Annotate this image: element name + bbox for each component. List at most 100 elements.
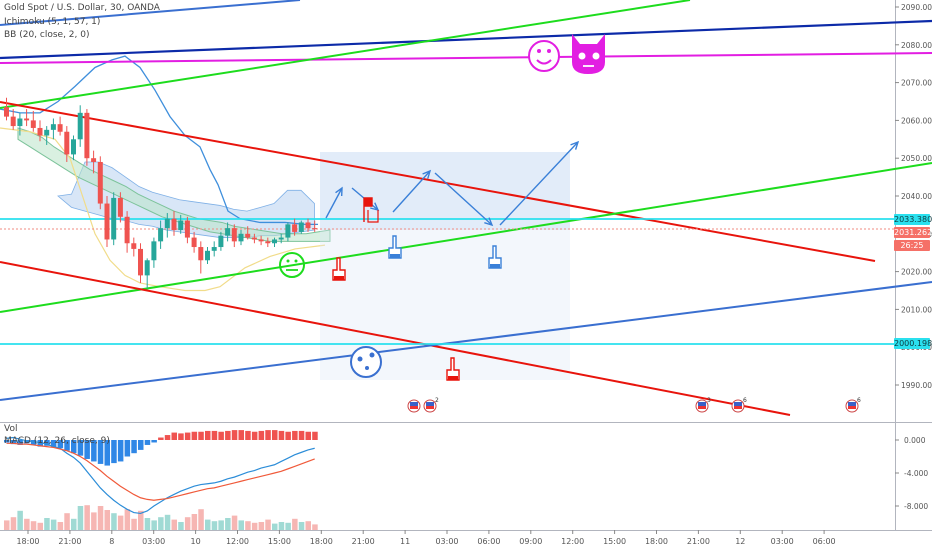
macd-histogram-bar <box>285 431 291 440</box>
candle-body <box>111 197 117 240</box>
volume-bar <box>77 506 84 530</box>
candle-body <box>50 124 56 130</box>
projection-shaded-box <box>320 152 570 230</box>
eye <box>286 259 290 263</box>
macd-histogram-bar <box>84 440 90 459</box>
symbol-title[interactable]: Gold Spot / U.S. Dollar, 30, OANDA <box>4 3 160 13</box>
green-lower-line <box>0 162 932 313</box>
macd-histogram-bar <box>104 440 110 466</box>
candle-body <box>57 124 63 132</box>
time-tick-label: 11 <box>400 537 410 546</box>
macd-histogram-bar <box>171 432 177 440</box>
volume-legend[interactable]: Vol <box>4 424 18 434</box>
bb-legend[interactable]: BB (20, close, 2, 0) <box>4 30 90 40</box>
drawing-annotations[interactable]: 2 3 6 6 <box>279 34 861 413</box>
macd-histogram-bar <box>97 440 104 464</box>
event-badge-count: 2 <box>435 397 439 404</box>
price-tick-label: 2010.000 <box>901 305 932 314</box>
eye <box>357 356 363 362</box>
volume-bar <box>171 519 177 530</box>
volume-bar <box>184 517 191 530</box>
red-upper-channel-line <box>0 101 876 262</box>
macd-histogram-bar <box>218 431 224 440</box>
volume-bar <box>71 518 77 530</box>
blue-top-line <box>0 0 301 26</box>
volume-bar <box>10 517 17 530</box>
candle-body <box>151 241 157 261</box>
event-badge: 2 <box>423 397 439 413</box>
macd-histogram-bar <box>124 440 131 457</box>
volume-bar <box>191 514 198 530</box>
volume-bar <box>30 521 37 530</box>
eye <box>294 259 298 263</box>
drawn-trend-lines[interactable] <box>0 0 932 416</box>
candle-body <box>272 239 277 244</box>
macd-legend[interactable]: MACD (12, 26, close, 9) <box>4 436 110 446</box>
time-tick-label: 15:00 <box>268 537 291 546</box>
volume-bar <box>225 518 231 530</box>
red-hand <box>332 257 346 281</box>
blue-hand-down <box>388 235 402 259</box>
flag-stripe <box>410 406 418 409</box>
time-tick-label: 18:00 <box>310 537 333 546</box>
macd-histogram-bar <box>111 440 117 464</box>
time-tick-label: 12:00 <box>561 537 584 546</box>
candle-body <box>312 228 318 230</box>
macd-histogram-bar <box>211 430 218 440</box>
macd-histogram-bar <box>298 430 305 440</box>
candle-body <box>4 107 9 117</box>
time-tick-label: 21:00 <box>352 537 375 546</box>
volume-bar <box>265 519 271 530</box>
macd-pane <box>4 430 318 515</box>
projection-arrow <box>325 187 343 219</box>
flag-stripe <box>734 406 742 409</box>
macd-histogram-bar <box>77 440 84 456</box>
volume-bar <box>298 522 305 530</box>
macd-tick-label: 0.000 <box>904 436 926 445</box>
event-badge: 6 <box>845 397 861 413</box>
mouth <box>536 59 552 65</box>
candle-body <box>91 158 97 162</box>
blue-face <box>350 346 382 378</box>
macd-tick-label: -4.000 <box>904 469 928 478</box>
time-tick-label: 03:00 <box>142 537 165 546</box>
volume-bar <box>17 510 23 530</box>
mouth <box>365 366 369 370</box>
macd-histogram-bar <box>305 431 311 440</box>
candle-body <box>178 220 184 231</box>
countdown-tag: 26:25 <box>894 240 930 251</box>
arrow-icon <box>335 186 343 197</box>
volume-bar <box>131 518 137 530</box>
ichimoku-lagging-line <box>0 55 318 225</box>
volume-bar <box>245 521 251 530</box>
volume-bar <box>124 509 131 530</box>
pointing-hand-icon <box>446 357 460 381</box>
candle-body <box>97 161 103 204</box>
volume-bar <box>231 515 238 530</box>
macd-histogram-bar <box>91 440 97 462</box>
time-tick-label: 8 <box>109 537 114 546</box>
price-tick-label: 2040.000 <box>901 192 932 201</box>
volume-bar <box>211 521 218 530</box>
flag-stripe <box>698 402 706 406</box>
macd-histogram-bar <box>158 437 164 440</box>
time-tick-label: 21:00 <box>58 537 81 546</box>
candle-body <box>10 116 16 127</box>
hand-cuff <box>334 276 344 280</box>
candle-body <box>305 222 311 229</box>
volume-bar <box>218 520 224 530</box>
flag-stripe <box>426 406 434 409</box>
time-tick-label: 21:00 <box>687 537 710 546</box>
volume-bar <box>91 512 97 530</box>
time-tick-label: 03:00 <box>771 537 794 546</box>
ichimoku-legend[interactable]: Ichimoku (5, 1, 57, 1) <box>4 17 101 27</box>
green-smiley <box>279 252 305 278</box>
macd-histogram-bar <box>50 440 57 448</box>
candle-body <box>285 224 291 238</box>
price-tick-label: 2070.000 <box>901 79 932 88</box>
flag-stripe <box>848 406 856 409</box>
event-badge: 3 <box>695 397 711 413</box>
macd-histogram-bar <box>10 440 17 445</box>
candle-body <box>131 243 137 249</box>
